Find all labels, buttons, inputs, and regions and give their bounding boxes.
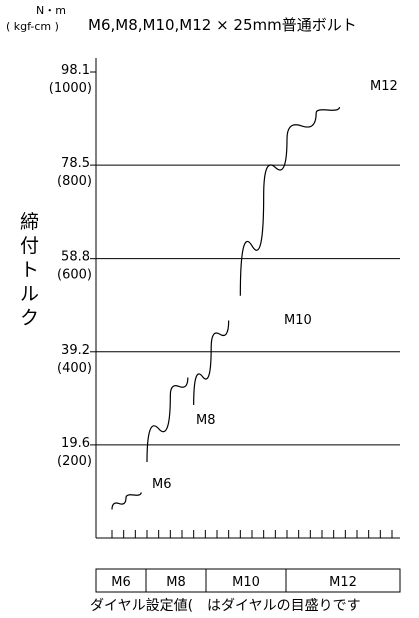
curve-label-m6: M6: [152, 477, 172, 492]
dial-table-border: [95, 568, 401, 593]
y-axis-title: 締 付 ト ル ク: [20, 211, 39, 329]
y-tick-label-kgf: (200): [57, 454, 92, 469]
unit-bottom-label: ( kgf-cm ): [6, 20, 59, 33]
dial-table-cell-m8: M8: [166, 575, 186, 590]
y-tick-label-kgf: (400): [57, 361, 92, 376]
y-axis-title-char-1: 締: [20, 211, 39, 233]
dial-table: M6 M8 M10 M12: [95, 568, 401, 593]
curve-m10: [193, 320, 230, 405]
y-tick-label-value: 19.6: [61, 436, 90, 451]
curve-label-m8: M8: [196, 413, 216, 428]
curve-label-m10: M10: [284, 313, 312, 328]
y-tick-label-value: 58.8: [61, 250, 90, 265]
y-axis-title-char-5: ク: [20, 307, 39, 329]
y-tick-labels: 98.1 (1000) 78.5 (800) 58.8 (600) 39.2 (400) 19.…: [49, 63, 96, 469]
curve-m12: [239, 107, 341, 296]
unit-top-label: N・m: [36, 4, 66, 17]
y-tick-label-kgf: (800): [57, 174, 92, 189]
x-ticks: [111, 530, 393, 538]
curve-label-m12: M12: [370, 79, 398, 94]
gridlines: [96, 164, 400, 446]
dial-table-cell-m12: M12: [329, 575, 357, 590]
chart-title: M6,M8,M10,M12 × 25mm普通ボルト: [88, 16, 357, 34]
dial-table-cell-m6: M6: [111, 575, 131, 590]
y-tick-label-kgf: (1000): [49, 81, 92, 96]
y-axis-title-char-4: ル: [20, 283, 39, 305]
y-axis-title-char-3: ト: [20, 259, 39, 281]
caption: ダイヤル設定値( はダイヤルの目盛りです: [90, 598, 361, 614]
curve-m6: [111, 492, 142, 510]
y-tick-label-value: 78.5: [61, 156, 90, 171]
y-tick-label-kgf: (600): [57, 268, 92, 283]
curve-m8: [146, 377, 189, 462]
y-tick-label-value: 98.1: [61, 63, 90, 78]
dial-table-cell-m10: M10: [232, 575, 260, 590]
torque-curves: M6 M8 M10 M12: [111, 79, 398, 510]
y-axis-title-char-2: 付: [20, 235, 39, 257]
y-tick-label-value: 39.2: [61, 343, 90, 358]
